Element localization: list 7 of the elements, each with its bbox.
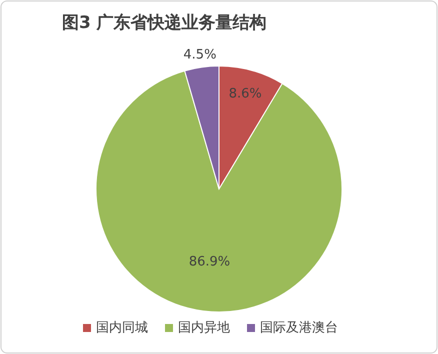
data-label: 4.5% <box>183 48 216 63</box>
data-label: 8.6% <box>228 86 262 102</box>
legend-label: 国内同城 <box>96 320 148 336</box>
legend-label: 国内异地 <box>178 320 230 336</box>
chart-title: 图3 广东省快递业务量结构 <box>62 13 267 33</box>
data-label: 86.9% <box>188 254 230 270</box>
legend-label: 国际及港澳台 <box>260 320 338 336</box>
